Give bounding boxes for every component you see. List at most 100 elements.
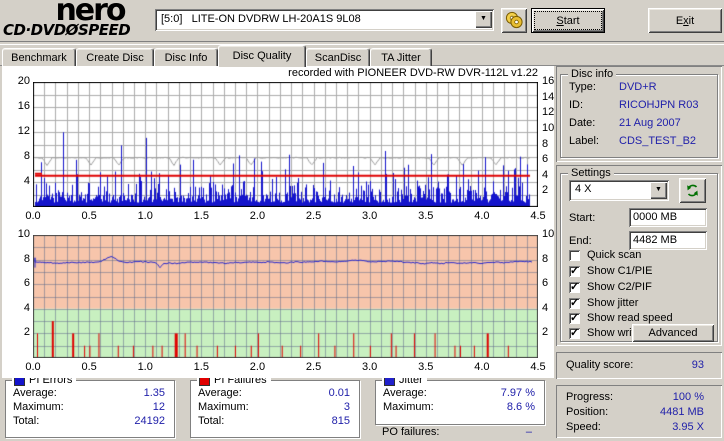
disc-info-title: Disc info <box>568 68 617 80</box>
settings-panel: Settings 4 X ▼ Start: 0000 MB End: 4482 … <box>556 165 722 346</box>
start-field-input[interactable]: 0000 MB <box>629 208 707 227</box>
axis-tick-label: 10 <box>542 228 555 240</box>
exit-button-label: Exit <box>675 14 695 27</box>
axis-tick-label: 16 <box>542 75 555 87</box>
tab-benchmark[interactable]: Benchmark <box>2 48 76 67</box>
stat-label: Average: <box>198 387 242 399</box>
stat-label: Total: <box>198 415 225 427</box>
axis-tick-label: 3.0 <box>362 361 378 373</box>
end-field-label: End: <box>569 235 592 247</box>
chevron-down-icon: ▼ <box>655 186 662 193</box>
position-value: 4481 MB <box>659 406 704 418</box>
chevron-down-icon: ▼ <box>480 15 487 22</box>
axis-tick-label: 16 <box>17 100 30 112</box>
disc-info-panel: Disc info Type: DVD+R ID: RICOHJPN R03 D… <box>556 66 722 162</box>
checkbox-show-read-speed[interactable]: ✓ <box>569 312 580 324</box>
discs-icon <box>504 11 524 32</box>
disc-info-label: Type: <box>569 81 596 93</box>
axis-tick-label: 2 <box>542 326 549 339</box>
axis-tick-label: 3.5 <box>418 361 434 373</box>
advanced-button-label: Advanced <box>648 327 698 339</box>
drive-selector-dropdown-button[interactable]: ▼ <box>475 11 492 28</box>
axis-tick-label: 1.5 <box>193 210 209 222</box>
axis-tick-label: 10 <box>17 228 30 240</box>
axis-tick-label: 4.5 <box>530 210 546 222</box>
quality-score-value: 93 <box>691 359 704 371</box>
quality-score-panel: Quality score: 93 <box>556 352 722 379</box>
logo-speed-text: CD·DVDØSPEED <box>3 21 153 39</box>
checkbox-quick-scan-label: Quick scan <box>587 249 642 261</box>
axis-tick-label: 8 <box>542 137 549 150</box>
checkbox-quick-scan[interactable] <box>569 250 580 261</box>
scan-speed-select[interactable]: 4 X ▼ <box>569 180 669 201</box>
stat-value: 3 <box>343 401 350 413</box>
stat-value: 7.97 % <box>500 387 535 399</box>
axis-tick-label: 0.5 <box>81 210 97 222</box>
tab-create-disc[interactable]: Create Disc <box>76 48 154 67</box>
disc-info-label: ID: <box>569 99 584 111</box>
stat-label: Maximum: <box>198 401 249 413</box>
checkbox-show-jitter[interactable]: ✓ <box>569 297 580 309</box>
progress-label: Progress: <box>566 391 614 403</box>
stat-value: 815 <box>331 415 350 427</box>
axis-tick-label: 14 <box>542 90 555 103</box>
axis-tick-label: 2.5 <box>305 210 322 222</box>
pi-errors-chart-canvas <box>33 82 538 207</box>
refresh-button[interactable] <box>679 178 706 203</box>
checkbox-show-write-speed[interactable]: ✓ <box>569 327 580 339</box>
tab-disc-info[interactable]: Disc Info <box>154 48 218 67</box>
end-field-input[interactable]: 4482 MB <box>629 231 707 250</box>
axis-tick-label: 4 <box>23 175 30 187</box>
axis-tick-label: 4 <box>542 301 549 314</box>
tab-scandisc[interactable]: ScanDisc <box>306 48 370 67</box>
drive-selector-value: [5:0] LITE-ON DVDRW LH-20A1S 9L08 <box>161 13 361 25</box>
stat-label: Maximum: <box>13 401 64 413</box>
stat-value: 8.6 % <box>506 401 535 413</box>
checkbox-show-c2-pif[interactable]: ✓ <box>569 281 580 293</box>
start-button-label: Start <box>556 14 580 27</box>
axis-tick-label: 12 <box>542 106 555 119</box>
axis-tick-label: 4 <box>23 301 30 314</box>
axis-tick-label: 1.0 <box>137 210 153 222</box>
start-button[interactable]: Start <box>531 8 605 33</box>
axis-tick-label: 20 <box>17 75 30 87</box>
pi-failures-statbox: PI Failures Average: 0.01 Maximum: 3 Tot… <box>190 374 360 438</box>
progress-panel: Progress: 100 % Position: 4481 MB Speed:… <box>556 385 722 438</box>
axis-tick-label: 4 <box>542 168 549 181</box>
tab-disc-quality[interactable]: Disc Quality <box>218 45 306 67</box>
checkbox-show-read-speed-label: Show read speed <box>587 312 673 324</box>
start-field-label: Start: <box>569 212 596 224</box>
topbar-separator <box>0 41 724 45</box>
tab-ta-jitter[interactable]: TA Jitter <box>370 48 432 67</box>
axis-tick-label: 1.0 <box>137 361 153 373</box>
axis-tick-label: 4.5 <box>530 361 546 373</box>
po-failures-value: – <box>525 426 532 438</box>
disc-info-value: DVD+R <box>619 81 657 93</box>
axis-tick-label: 2 <box>542 184 549 197</box>
start-field-value: 0000 MB <box>633 211 678 223</box>
disc-info-button[interactable] <box>501 8 527 33</box>
stat-value: 12 <box>152 401 165 413</box>
speed-value: 3.95 X <box>672 421 704 433</box>
pi-errors-statbox: PI Errors Average: 1.35 Maximum: 12 Tota… <box>5 374 175 438</box>
axis-tick-label: 0.0 <box>25 361 41 373</box>
drive-selector[interactable]: [5:0] LITE-ON DVDRW LH-20A1S 9L08 ▼ <box>155 9 494 31</box>
stat-value: 0.01 <box>328 387 350 399</box>
disc-info-value: CDS_TEST_B2 <box>619 135 697 147</box>
scan-speed-dropdown-button[interactable]: ▼ <box>650 182 667 199</box>
exit-button[interactable]: Exit <box>648 8 722 33</box>
disc-info-groupbox: Disc info Type: DVD+R ID: RICOHJPN R03 D… <box>560 68 718 158</box>
jitter-pif-chart-canvas <box>33 235 538 358</box>
po-failures-label: PO failures: <box>382 426 440 438</box>
settings-title: Settings <box>568 167 614 179</box>
checkbox-show-c1-pie[interactable]: ✓ <box>569 265 580 277</box>
axis-tick-label: 3.0 <box>362 210 378 222</box>
stat-label: Average: <box>383 387 427 399</box>
axis-tick-label: 4.0 <box>474 210 490 222</box>
advanced-button[interactable]: Advanced <box>632 324 714 342</box>
axis-tick-label: 8 <box>542 252 549 265</box>
stat-value: 1.35 <box>143 387 165 399</box>
chart-title: recorded with PIONEER DVD-RW DVR-112L v1… <box>288 67 538 79</box>
position-label: Position: <box>566 406 609 418</box>
